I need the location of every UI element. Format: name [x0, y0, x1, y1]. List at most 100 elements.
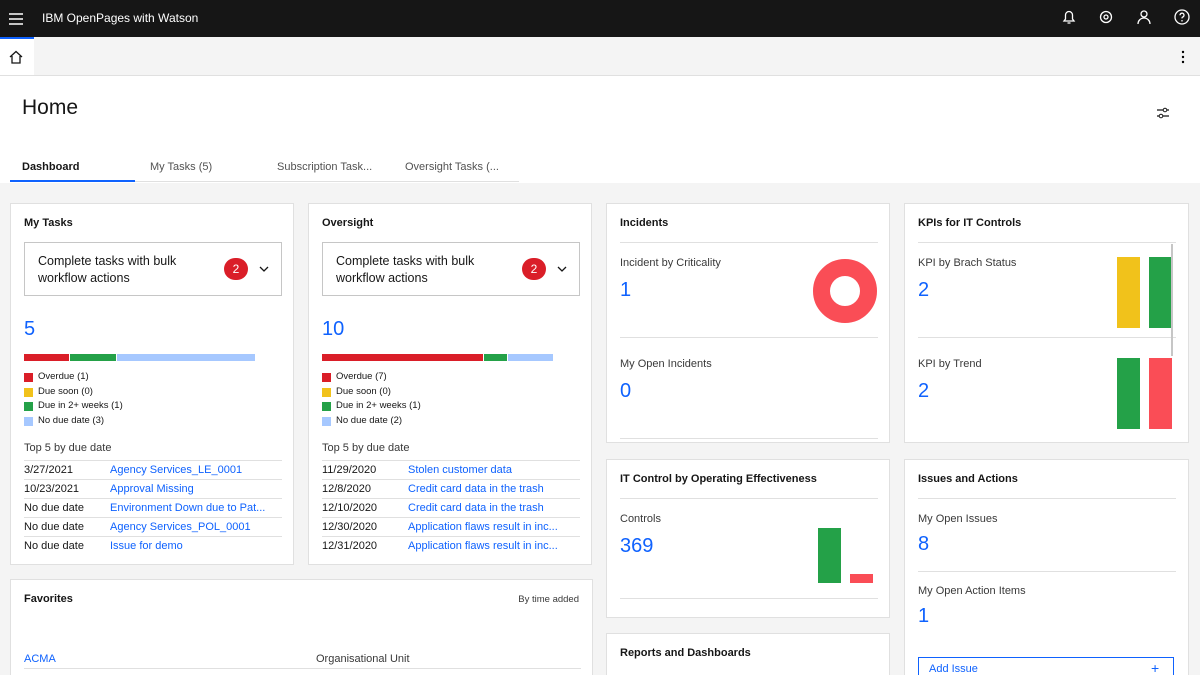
reports-card: Reports and Dashboards [606, 633, 890, 675]
help-icon[interactable] [1174, 9, 1190, 25]
metric-value[interactable]: 2 [918, 380, 930, 402]
metric-label: KPI by Trend [918, 358, 982, 370]
notification-icon[interactable] [1061, 9, 1077, 25]
top-label: Top 5 by due date [24, 442, 112, 454]
metric-label: My Open Issues [918, 513, 998, 525]
status-segment [507, 354, 553, 361]
due-date: No due date [24, 502, 84, 514]
metric-label: Incident by Criticality [620, 257, 721, 269]
task-link[interactable]: Agency Services_POL_0001 [110, 521, 251, 533]
legend-label: Due soon (0) [336, 385, 391, 397]
due-date: 12/30/2020 [322, 521, 378, 533]
mini-bar [1149, 257, 1172, 328]
badge: 2 [522, 258, 546, 280]
task-link[interactable]: Agency Services_LE_0001 [110, 464, 243, 476]
task-link[interactable]: Approval Missing [110, 483, 194, 495]
metric-value[interactable]: 1 [620, 279, 632, 301]
menu-icon[interactable] [8, 11, 24, 27]
chevron[interactable] [556, 263, 568, 275]
mini-bar [1149, 358, 1172, 429]
tab[interactable]: Dashboard [22, 161, 80, 173]
row-divider [322, 536, 580, 537]
add-issue-button[interactable]: Add Issue + [918, 657, 1174, 675]
metric-value[interactable]: 8 [918, 533, 930, 555]
card-title: Issues and Actions [918, 473, 1018, 485]
tab[interactable]: Subscription Task... [277, 161, 373, 173]
home-tab[interactable] [0, 37, 34, 75]
tab[interactable]: Oversight Tasks (... [405, 161, 499, 173]
legend-label: Overdue (7) [336, 371, 387, 382]
button-label: Add Issue [929, 663, 978, 675]
task-link[interactable]: Issue for demo [110, 540, 183, 552]
legend-swatch [322, 387, 331, 397]
metric-value[interactable]: 1 [918, 605, 930, 627]
scrollbar [1171, 244, 1173, 356]
legend-swatch [24, 387, 33, 397]
banner-text: Complete tasks with bulk workflow action… [336, 254, 475, 285]
page-title: Home [22, 96, 79, 119]
legend-label: Due soon (0) [38, 385, 93, 397]
card-title: KPIs for IT Controls [918, 217, 1022, 229]
mini-bar [850, 573, 873, 583]
divider [918, 498, 1176, 499]
due-date: 12/31/2020 [322, 540, 378, 552]
row-divider [24, 536, 282, 537]
metric-value[interactable]: 369 [620, 535, 654, 557]
workflow-banner[interactable]: Complete tasks with bulk workflow action… [24, 242, 282, 296]
task-link[interactable]: Application flaws result in inc... [408, 540, 558, 552]
row-divider [24, 498, 282, 499]
task-link[interactable]: Credit card data in the trash [408, 483, 544, 495]
legend-swatch [322, 373, 331, 382]
card-title: My Tasks [24, 217, 73, 229]
it-control-card: IT Control by Operating Effectiveness Con… [606, 459, 890, 618]
top-bar: IBM OpenPages with Watson [0, 0, 1200, 37]
row-divider [24, 517, 282, 518]
mini-bar [1117, 257, 1140, 328]
row-divider [322, 498, 580, 499]
issues-card: Issues and Actions My Open Issues 8 My Open… [904, 459, 1189, 675]
metric-value[interactable]: 2 [918, 279, 930, 301]
due-date: 12/8/2020 [322, 483, 371, 495]
tab[interactable]: My Tasks (5) [150, 161, 213, 173]
metric-value[interactable]: 0 [620, 380, 632, 402]
row-divider [322, 517, 580, 518]
product-name: IBM OpenPages with Watson [42, 11, 199, 25]
filter-icon[interactable] [1155, 105, 1171, 121]
kpi-card: KPIs for IT Controls KPI by Brach Status 2… [904, 203, 1189, 443]
mini-bar [1117, 358, 1140, 429]
user-icon[interactable] [1136, 9, 1152, 25]
divider [620, 598, 878, 599]
favorite-link[interactable]: ACMA [24, 653, 56, 665]
row-divider [24, 668, 581, 669]
metric-label: Controls [620, 513, 661, 525]
divider [918, 242, 1176, 243]
metric-label: KPI by Brach Status [918, 257, 1017, 269]
task-link[interactable]: Stolen customer data [408, 464, 512, 476]
row-divider [24, 460, 282, 461]
task-link[interactable]: Environment Down due to Pat... [110, 502, 266, 514]
legend-swatch [24, 402, 33, 411]
overflow-icon[interactable] [1180, 49, 1186, 65]
task-link[interactable]: Application flaws result in inc... [408, 521, 558, 533]
due-date: No due date [24, 540, 84, 552]
card-title: Incidents [620, 217, 669, 229]
chevron[interactable] [258, 263, 270, 275]
card-title: Favorites [24, 593, 73, 605]
top-label: Top 5 by due date [322, 442, 410, 454]
divider [620, 498, 878, 499]
status-segment [484, 354, 507, 361]
button-icon: + [1151, 660, 1160, 675]
task-total: 10 [322, 318, 345, 340]
legend-swatch [322, 416, 331, 426]
mini-bar [818, 528, 841, 583]
workflow-banner[interactable]: Complete tasks with bulk workflow action… [322, 242, 580, 296]
settings-icon[interactable] [1098, 9, 1114, 25]
due-date: 12/10/2020 [322, 502, 378, 514]
incidents-card: Incidents Incident by Criticality 1 My Open… [606, 203, 890, 443]
task-link[interactable]: Credit card data in the trash [408, 502, 544, 514]
due-date: No due date [24, 521, 84, 533]
row-divider [322, 479, 580, 480]
status-segment [70, 354, 116, 361]
due-date: 11/29/2020 [322, 464, 377, 476]
divider [620, 438, 878, 439]
